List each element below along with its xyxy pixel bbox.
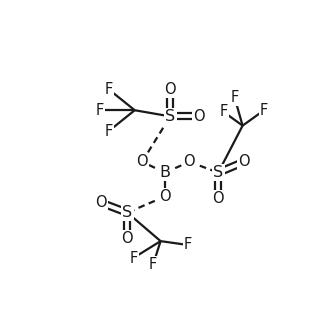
Text: F: F	[105, 82, 113, 97]
Text: F: F	[129, 251, 137, 265]
Text: O: O	[136, 154, 148, 169]
Text: O: O	[121, 231, 133, 246]
Text: O: O	[159, 189, 171, 204]
Text: O: O	[213, 191, 224, 206]
Text: F: F	[184, 238, 192, 252]
Text: O: O	[238, 154, 250, 169]
Text: F: F	[149, 257, 157, 272]
Text: S: S	[213, 165, 223, 180]
Text: S: S	[165, 109, 175, 124]
Text: F: F	[219, 104, 228, 119]
Text: O: O	[95, 195, 107, 210]
Text: S: S	[122, 205, 132, 220]
Text: O: O	[184, 154, 195, 169]
Text: F: F	[95, 103, 103, 118]
Text: F: F	[260, 103, 268, 118]
Text: B: B	[159, 165, 171, 180]
Text: O: O	[193, 109, 205, 124]
Text: F: F	[105, 124, 113, 138]
Text: O: O	[165, 82, 176, 97]
Text: F: F	[230, 90, 239, 105]
